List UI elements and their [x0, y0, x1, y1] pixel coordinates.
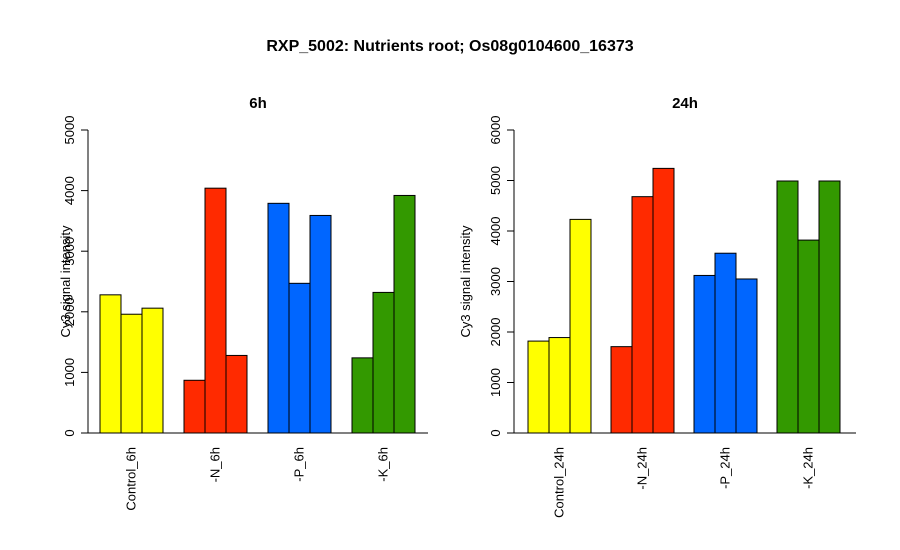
bar-1-0-1 — [548, 337, 571, 434]
category-label-0-3: -K_6h — [376, 447, 391, 482]
bar-1-0-2 — [569, 218, 592, 434]
category-label-1-2: -P_24h — [718, 447, 733, 489]
bar-1-2-2 — [735, 278, 758, 434]
bar-0-1-1 — [204, 187, 227, 434]
bar-0-3-2 — [393, 194, 416, 434]
category-label-0-2: -P_6h — [292, 447, 307, 482]
category-label-1-0: Control_24h — [552, 447, 567, 518]
y-tick-label-1-2: 2000 — [488, 318, 503, 347]
bar-1-3-2 — [818, 180, 841, 434]
bar-0-1-0 — [183, 379, 206, 434]
bar-0-2-0 — [267, 202, 290, 434]
panel-title-1: 24h — [672, 95, 698, 112]
bar-0-0-2 — [141, 307, 164, 434]
bar-0-3-0 — [351, 357, 374, 434]
bar-1-1-0 — [610, 346, 633, 434]
y-tick-label-0-4: 4000 — [62, 176, 77, 205]
y-tick-label-0-0: 0 — [62, 429, 77, 436]
y-axis-label-1: Cy3 signal intensity — [458, 225, 473, 337]
bar-1-1-2 — [652, 167, 675, 434]
bar-0-3-1 — [372, 291, 395, 434]
y-tick-label-1-4: 4000 — [488, 217, 503, 246]
chart-title: RXP_5002: Nutrients root; Os08g0104600_1… — [266, 38, 634, 55]
bar-1-3-1 — [797, 239, 820, 434]
y-tick-label-0-2: 2000 — [62, 297, 77, 326]
bar-0-2-2 — [309, 214, 332, 434]
bar-0-1-2 — [225, 354, 248, 434]
y-tick-label-1-3: 3000 — [488, 267, 503, 296]
y-tick-label-0-5: 5000 — [62, 116, 77, 145]
bar-0-2-1 — [288, 282, 311, 434]
category-label-1-3: -K_24h — [801, 447, 816, 489]
bar-1-2-1 — [714, 252, 737, 434]
y-tick-label-0-3: 3000 — [62, 237, 77, 266]
y-axis-label-0: Cy3 signal intensity — [58, 225, 73, 337]
y-tick-label-1-0: 0 — [488, 429, 503, 436]
y-tick-label-1-1: 1000 — [488, 368, 503, 397]
bar-1-3-0 — [776, 180, 799, 434]
bar-1-2-0 — [693, 274, 716, 434]
panel-title-0: 6h — [249, 95, 267, 112]
y-tick-label-0-1: 1000 — [62, 358, 77, 387]
category-label-0-1: -N_6h — [208, 447, 223, 482]
bar-1-1-1 — [631, 196, 654, 434]
bar-1-0-0 — [527, 340, 550, 434]
bar-0-0-1 — [120, 313, 143, 434]
y-tick-label-1-6: 6000 — [488, 116, 503, 145]
bar-0-0-0 — [99, 294, 122, 434]
category-label-0-0: Control_6h — [124, 447, 139, 511]
category-label-1-1: -N_24h — [635, 447, 650, 490]
y-tick-label-1-5: 5000 — [488, 166, 503, 195]
